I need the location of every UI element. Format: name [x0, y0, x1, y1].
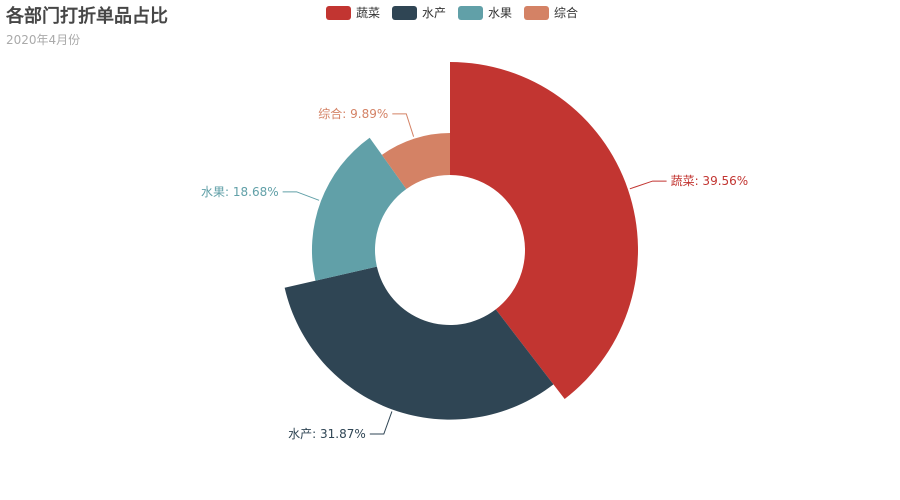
chart-legend: 蔬菜 水产 水果 综合	[326, 4, 578, 21]
slice-label-general: 综合: 9.89%	[318, 106, 388, 121]
leader-line-seafood	[369, 411, 393, 435]
legend-label: 蔬菜	[356, 6, 381, 20]
leader-line-fruit	[282, 191, 320, 201]
legend-swatch	[458, 5, 484, 20]
legend-item-fruit[interactable]: 水果	[458, 4, 512, 21]
legend-item-seafood[interactable]: 水产	[392, 4, 446, 21]
slice-general[interactable]	[381, 133, 450, 190]
legend-swatch	[326, 5, 351, 20]
slice-vegetables[interactable]	[450, 62, 638, 399]
legend-label: 水果	[488, 6, 513, 20]
slice-fruit[interactable]	[311, 137, 407, 281]
slice-label-vegetables: 蔬菜: 39.56%	[671, 174, 749, 188]
legend-item-general[interactable]: 综合	[524, 4, 578, 21]
leader-line-vegetables	[629, 180, 667, 190]
slice-seafood[interactable]	[284, 266, 554, 420]
chart-subtitle: 2020年4月份	[6, 33, 81, 47]
legend-swatch	[392, 5, 418, 20]
slice-label-seafood: 水产: 31.87%	[288, 427, 366, 441]
slice-label-fruit: 水果: 18.68%	[201, 185, 279, 199]
legend-label: 综合	[554, 6, 579, 20]
legend-item-vegetables[interactable]: 蔬菜	[326, 4, 380, 21]
leader-line-general	[392, 113, 415, 137]
legend-swatch	[524, 5, 550, 20]
legend-label: 水产	[422, 6, 447, 20]
chart-title: 各部门打折单品占比	[6, 6, 168, 27]
